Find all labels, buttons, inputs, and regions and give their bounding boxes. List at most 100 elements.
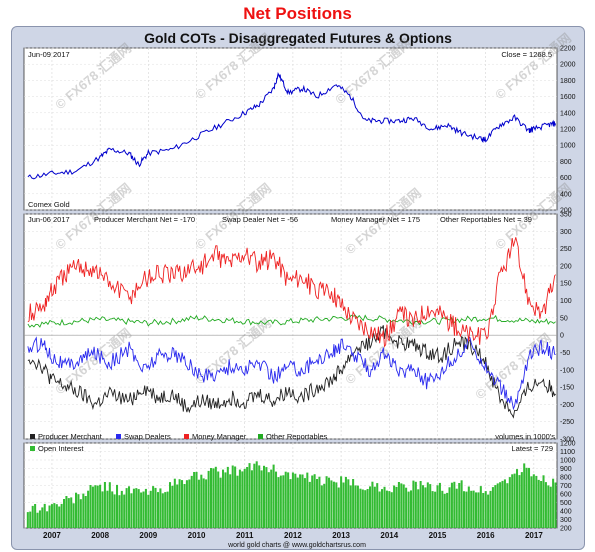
chart-marks <box>24 72 557 528</box>
oi-bar <box>313 474 316 528</box>
oi-bar <box>316 479 319 528</box>
legend-money: Money Manager <box>192 432 247 441</box>
price-close-label: Close = 1268.5 <box>501 50 552 59</box>
oi-bar <box>219 477 222 528</box>
oi-bar <box>410 490 413 528</box>
oi-bar <box>166 491 169 528</box>
legend-other: Other Reportables <box>266 432 328 441</box>
y-tick-label: 900 <box>560 466 572 473</box>
oi-bar <box>210 468 213 528</box>
oi-bar <box>277 477 280 528</box>
y-tick-label: 700 <box>560 483 572 490</box>
oi-bar <box>255 461 258 528</box>
y-tick-label: 400 <box>560 191 572 198</box>
oi-bar <box>525 467 528 528</box>
oi-bar <box>388 491 391 528</box>
oi-bar <box>520 472 523 528</box>
oi-bar <box>301 474 304 528</box>
oi-bar <box>373 486 376 528</box>
oi-bar <box>422 485 425 528</box>
oi-bar <box>405 487 408 528</box>
y-tick-label: 400 <box>560 509 572 516</box>
oi-bar <box>75 492 78 528</box>
oi-bar <box>43 503 46 528</box>
oi-bar <box>511 474 514 528</box>
y-tick-label: 800 <box>560 159 572 166</box>
y-tick-label: 800 <box>560 475 572 482</box>
oi-bar <box>528 467 531 528</box>
oi-bar <box>325 476 328 528</box>
oi-bar <box>96 485 99 528</box>
oi-bar <box>147 494 150 528</box>
legend-swatch-other <box>258 434 263 439</box>
oi-bar <box>535 475 538 528</box>
oi-bar <box>306 472 309 528</box>
oi-bar <box>499 482 502 528</box>
oi-bar <box>455 488 458 528</box>
oi-bar <box>65 496 68 528</box>
x-tick-label: 2011 <box>236 531 254 540</box>
oi-bar <box>287 472 290 528</box>
y-tick-label: -200 <box>560 402 574 409</box>
oi-bar <box>544 482 547 528</box>
net-label-swap: Swap Dealer Net = -56 <box>222 215 298 224</box>
oi-bar <box>491 487 494 528</box>
oi-bar <box>501 480 504 528</box>
y-tick-label: 250 <box>560 246 572 253</box>
oi-bar <box>140 492 143 528</box>
oi-bar <box>120 490 123 528</box>
oi-bar <box>200 474 203 528</box>
oi-bar <box>523 463 526 528</box>
y-tick-label: 1600 <box>560 94 576 101</box>
oi-bar <box>188 479 191 528</box>
y-tick-label: 2000 <box>560 62 576 69</box>
oi-bar <box>289 479 292 528</box>
oi-bar <box>159 488 162 528</box>
oi-bar <box>296 477 299 528</box>
oi-bar <box>472 490 475 528</box>
y-tick-label: 1200 <box>560 127 576 134</box>
oi-bar <box>267 472 270 528</box>
oi-bar <box>67 498 70 528</box>
oi-bar <box>465 491 468 528</box>
oi-bar <box>103 482 106 528</box>
price-line <box>27 72 557 180</box>
oi-bar <box>364 490 367 528</box>
other-reportables-line <box>27 314 556 328</box>
oi-bar <box>260 470 263 528</box>
oi-bar <box>231 465 234 528</box>
oi-bar <box>48 505 51 528</box>
oi-bar <box>89 485 92 528</box>
oi-bar <box>212 468 215 528</box>
oi-bar <box>458 483 461 528</box>
oi-bar <box>99 484 102 528</box>
oi-bar <box>34 504 37 528</box>
oi-bar <box>516 469 519 528</box>
x-tick-label: 2007 <box>43 531 61 540</box>
oi-bar <box>63 499 66 528</box>
net-panel <box>23 213 558 440</box>
oi-bar <box>248 463 251 528</box>
oi-bar <box>467 486 470 528</box>
oi-bar <box>91 486 94 528</box>
oi-bar <box>226 466 229 528</box>
oi-series-label: Open Interest <box>38 444 84 453</box>
oi-bar <box>60 503 63 528</box>
oi-bar <box>335 482 338 528</box>
oi-bar <box>205 479 208 528</box>
oi-bar <box>265 467 268 528</box>
oi-bar <box>393 485 396 528</box>
y-tick-label: 200 <box>560 208 572 215</box>
oi-bar <box>123 494 126 528</box>
oi-bar <box>332 481 335 528</box>
oi-bar <box>106 490 109 528</box>
oi-bar <box>128 486 131 528</box>
oi-bar <box>234 466 237 528</box>
oi-bar <box>241 471 244 528</box>
oi-bar <box>318 476 321 528</box>
oi-bar <box>443 493 446 528</box>
oi-bar <box>222 469 225 528</box>
oi-bar <box>173 478 176 528</box>
y-tick-label: -300 <box>560 437 574 444</box>
oi-bar <box>279 475 282 528</box>
